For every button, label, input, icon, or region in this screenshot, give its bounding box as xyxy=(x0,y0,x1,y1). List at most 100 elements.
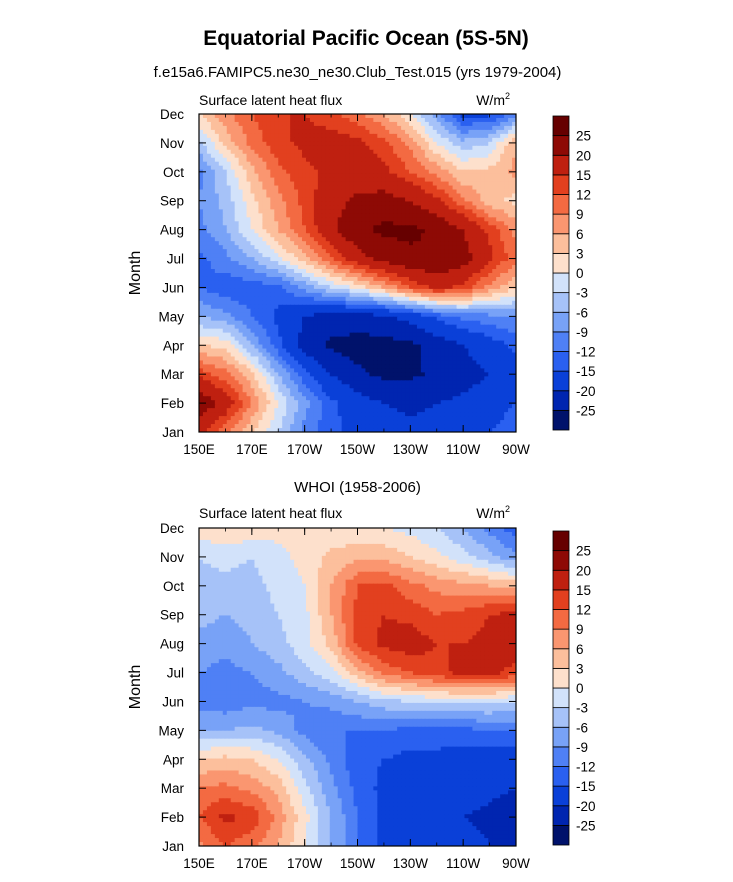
contour-cell xyxy=(361,149,367,155)
contour-cell xyxy=(416,253,422,258)
contour-cell xyxy=(452,276,458,282)
contour-cell xyxy=(321,280,327,286)
contour-cell xyxy=(432,269,438,274)
contour-cell xyxy=(254,348,260,354)
contour-cell xyxy=(373,129,378,135)
contour-cell xyxy=(222,336,228,342)
contour-cell xyxy=(361,225,367,230)
contour-cell xyxy=(226,284,232,290)
contour-cell xyxy=(325,217,331,222)
contour-cell xyxy=(202,288,208,294)
contour-cell xyxy=(282,352,287,358)
contour-cell xyxy=(230,201,236,207)
contour-cell xyxy=(420,288,426,294)
contour-cell xyxy=(345,276,351,282)
contour-cell xyxy=(365,229,370,234)
contour-cell xyxy=(210,332,216,338)
contour-cell xyxy=(298,181,303,187)
contour-cell xyxy=(357,273,363,278)
contour-cell xyxy=(266,213,271,218)
contour-cell xyxy=(325,288,331,294)
contour-cell xyxy=(353,205,359,211)
contour-cell xyxy=(436,189,442,195)
contour-cell xyxy=(210,296,216,302)
contour-cell xyxy=(412,217,418,222)
contour-cell xyxy=(409,213,414,218)
contour-cell xyxy=(361,193,367,199)
contour-cell xyxy=(333,316,339,322)
contour-cell xyxy=(270,233,275,238)
contour-cell xyxy=(298,320,303,326)
contour-cell xyxy=(202,336,208,342)
contour-cell xyxy=(302,133,307,139)
contour-cell xyxy=(222,261,228,266)
contour-cell xyxy=(302,169,307,175)
contour-cell xyxy=(381,233,386,238)
contour-cell xyxy=(345,300,351,306)
contour-cell xyxy=(456,292,462,298)
contour-cell xyxy=(238,209,244,214)
contour-cell xyxy=(353,356,359,362)
contour-cell xyxy=(377,316,382,322)
contour-cell xyxy=(488,344,493,350)
contour-cell xyxy=(345,233,351,238)
contour-cell xyxy=(504,237,509,242)
contour-cell xyxy=(250,157,256,163)
contour-cell xyxy=(345,197,351,203)
contour-cell xyxy=(321,189,327,195)
contour-cell xyxy=(210,356,216,362)
contour-cell xyxy=(385,269,390,274)
contour-cell xyxy=(305,225,311,230)
contour-cell xyxy=(488,273,493,278)
contour-cell xyxy=(448,185,454,191)
contour-cell xyxy=(468,153,474,159)
contour-cell xyxy=(309,173,315,179)
contour-cell xyxy=(305,149,311,155)
contour-cell xyxy=(294,296,299,302)
contour-cell xyxy=(214,114,220,119)
contour-cell xyxy=(496,201,501,207)
contour-cell xyxy=(440,117,446,123)
contour-cell xyxy=(341,193,347,199)
contour-cell xyxy=(444,173,450,179)
contour-cell xyxy=(238,217,244,222)
contour-cell xyxy=(218,205,224,211)
contour-cell xyxy=(230,129,236,135)
contour-cell xyxy=(305,276,311,282)
contour-cell xyxy=(250,344,256,350)
contour-cell xyxy=(416,145,422,151)
contour-cell xyxy=(357,237,363,242)
contour-cell xyxy=(464,292,470,298)
contour-cell xyxy=(246,177,252,183)
contour-cell xyxy=(468,348,474,354)
contour-cell xyxy=(428,149,434,155)
contour-cell xyxy=(385,344,390,350)
contour-cell xyxy=(369,312,374,318)
contour-cell xyxy=(294,276,299,282)
contour-cell xyxy=(401,193,406,199)
contour-cell xyxy=(290,332,295,338)
contour-cell xyxy=(424,253,430,258)
contour-cell xyxy=(504,125,509,131)
contour-cell xyxy=(302,356,307,362)
contour-cell xyxy=(460,205,466,211)
contour-cell xyxy=(361,269,367,274)
contour-cell xyxy=(202,296,208,302)
contour-cell xyxy=(230,332,236,338)
contour-cell xyxy=(452,312,458,318)
contour-cell xyxy=(440,316,446,322)
contour-cell xyxy=(282,344,287,350)
contour-cell xyxy=(250,125,256,131)
contour-cell xyxy=(488,181,493,187)
contour-cell xyxy=(238,221,244,226)
contour-cell xyxy=(325,316,331,322)
contour-cell xyxy=(492,288,497,294)
contour-cell xyxy=(325,114,331,119)
contour-cell xyxy=(218,181,224,187)
contour-cell xyxy=(206,157,212,163)
contour-cell xyxy=(369,340,374,346)
contour-cell xyxy=(424,292,430,298)
contour-cell xyxy=(385,348,390,354)
contour-cell xyxy=(448,193,454,199)
contour-cell xyxy=(405,348,410,354)
